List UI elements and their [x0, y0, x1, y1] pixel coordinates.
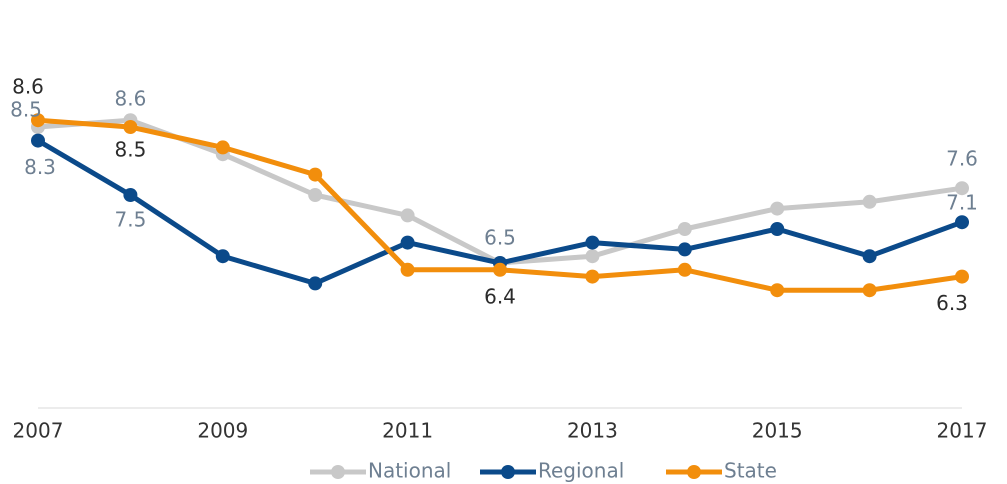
point [770, 222, 785, 236]
data-label: 6.3 [936, 291, 968, 315]
data-label: 8.6 [12, 75, 44, 99]
series [31, 113, 969, 298]
x-tick-label: 2007 [13, 419, 64, 443]
x-tick-label: 2009 [197, 419, 248, 443]
x-tick-label: 2011 [382, 419, 433, 443]
point [31, 113, 45, 128]
point [400, 208, 415, 223]
legend-label: State [724, 459, 777, 483]
point [770, 201, 785, 216]
point [400, 235, 415, 250]
point [677, 242, 692, 257]
data-label: 8.5 [10, 98, 42, 122]
point [585, 235, 600, 250]
legend-marker [331, 465, 345, 479]
point [31, 133, 45, 148]
x-tick-label: 2017 [937, 419, 988, 443]
point [770, 283, 785, 298]
point [585, 269, 600, 284]
point [215, 140, 230, 155]
point [677, 222, 692, 236]
point [493, 262, 507, 277]
data-label: 8.5 [114, 138, 146, 162]
point [955, 215, 969, 230]
data-label: 8.3 [24, 155, 56, 179]
legend-label: Regional [538, 459, 624, 483]
point [123, 120, 138, 134]
data-label: 8.6 [114, 87, 146, 111]
point [862, 283, 877, 298]
point [862, 194, 877, 209]
data-label: 7.6 [946, 147, 978, 171]
data-label: 7.5 [114, 208, 146, 232]
point [677, 262, 692, 277]
point [123, 188, 138, 202]
point [955, 181, 969, 196]
data-label: 7.1 [946, 191, 978, 215]
legend-marker [687, 465, 701, 479]
legend: National Regional State [310, 459, 777, 483]
x-tick-label: 2013 [567, 419, 618, 443]
data-label: 6.5 [484, 226, 516, 250]
point [400, 262, 415, 277]
point [585, 249, 600, 264]
point [308, 188, 323, 202]
data-label: 6.4 [484, 284, 516, 308]
point [308, 167, 323, 182]
legend-marker [501, 465, 515, 479]
point [862, 249, 877, 264]
x-tick-label: 2015 [752, 419, 803, 443]
point [955, 269, 969, 284]
point [215, 249, 230, 264]
legend-label: National [368, 459, 451, 483]
point [308, 276, 323, 291]
